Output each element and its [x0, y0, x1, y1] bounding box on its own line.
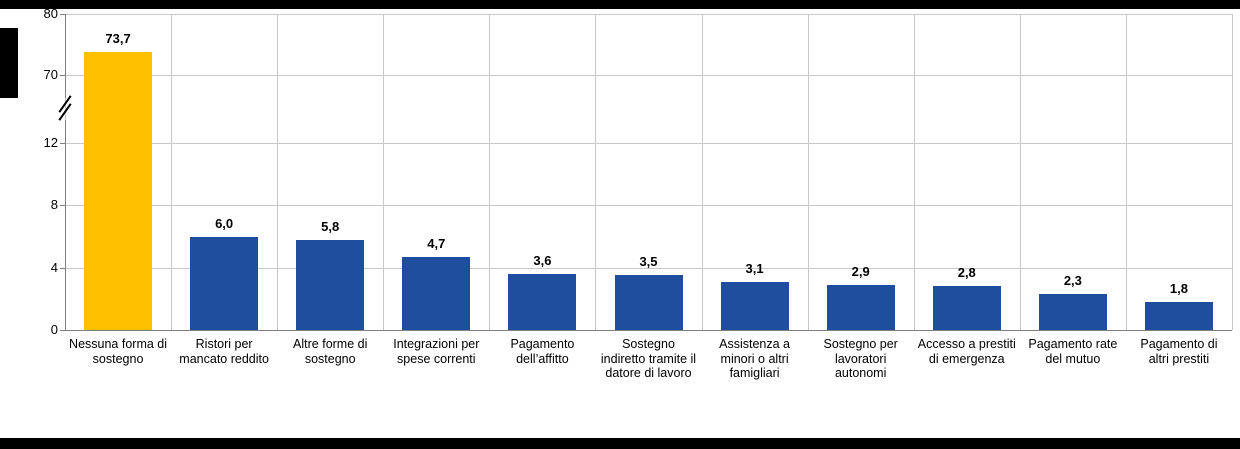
- bar: [932, 286, 1001, 330]
- gridline-horizontal: [65, 75, 1232, 76]
- y-axis-tick: [60, 143, 65, 144]
- gridline-vertical: [489, 14, 490, 330]
- gridline-horizontal: [65, 143, 1232, 144]
- bar-value-label: 2,3: [1063, 273, 1082, 289]
- category-label: Assistenza a minori o altri famigliari: [719, 337, 791, 381]
- category-label: Nessuna forma di sostegno: [69, 337, 168, 366]
- gridline-vertical: [1232, 14, 1233, 330]
- gridline-vertical: [1126, 14, 1127, 330]
- bar-value-label: 2,9: [851, 263, 870, 279]
- y-axis-tick: [60, 330, 65, 331]
- gridline-vertical: [1020, 14, 1021, 330]
- category-label: Ristori per mancato reddito: [179, 337, 269, 366]
- x-axis-labels: Nessuna forma di sostegno Ristori per man…: [65, 337, 1232, 381]
- gridline-vertical: [808, 14, 809, 330]
- y-axis-line-upper: [65, 14, 66, 98]
- category-label: Sostegno per lavoratori autonomi: [823, 337, 898, 381]
- bar-value-label: 3,5: [639, 254, 658, 270]
- gridline-vertical: [277, 14, 278, 330]
- category-label: Pagamento rate del mutuo: [1028, 337, 1118, 366]
- bar: [84, 52, 153, 330]
- bar: [402, 256, 471, 330]
- bar-value-label: 2,8: [957, 265, 976, 281]
- bar: [508, 273, 577, 330]
- frame-bottom: [0, 438, 1240, 449]
- bar-value-label: 1,8: [1169, 280, 1188, 296]
- bar: [296, 239, 365, 330]
- y-axis-tick: [60, 205, 65, 207]
- y-axis-tick: [60, 14, 65, 15]
- bar-value-label: 3,6: [533, 252, 552, 268]
- bar: [826, 284, 895, 330]
- y-axis-tick: [60, 75, 65, 76]
- y-axis-label: 80: [43, 6, 58, 21]
- bar-value-label: 6,0: [215, 215, 234, 231]
- bar: [1144, 301, 1213, 330]
- category-label: Pagamento dell’affitto: [510, 337, 575, 366]
- gridline-vertical: [383, 14, 384, 330]
- y-axis-label: 12: [43, 135, 58, 150]
- category-label: Sostegno indiretto tramite il datore di …: [600, 337, 697, 381]
- gridline-vertical: [914, 14, 915, 330]
- gridline-vertical: [595, 14, 596, 330]
- frame-left-patch: [0, 28, 18, 98]
- bar-value-label: 73,7: [105, 31, 131, 47]
- bar-value-label: 4,7: [427, 235, 446, 251]
- category-label: Pagamento di altri prestiti: [1140, 337, 1218, 366]
- bar: [1038, 294, 1107, 330]
- y-axis-label: 4: [50, 259, 58, 275]
- y-axis-line-lower: [65, 120, 66, 330]
- bar: [190, 236, 259, 330]
- bar-value-label: 5,8: [321, 218, 340, 234]
- y-axis-label: 70: [43, 67, 58, 82]
- gridline-horizontal: [65, 14, 1232, 15]
- category-label: Altre forme di sostegno: [293, 337, 368, 366]
- y-axis-tick: [60, 267, 65, 269]
- gridline-vertical: [702, 14, 703, 330]
- gridline-horizontal: [65, 267, 1232, 269]
- bar: [614, 275, 683, 330]
- bar: [720, 281, 789, 330]
- gridline-vertical: [171, 14, 172, 330]
- category-label: Integrazioni per spese correnti: [393, 337, 480, 366]
- gridline-horizontal: [65, 330, 1232, 331]
- frame-top: [0, 0, 1240, 9]
- plot-area: 73,7 6,0 5,8 4,7 3,6 3,5 3,1 2,9 2,8 2,3 1,8: [58, 14, 1233, 331]
- category-label: Accesso a prestiti di emergenza: [917, 337, 1016, 366]
- bar-value-label: 3,1: [745, 260, 764, 276]
- y-axis-label: 0: [50, 322, 58, 337]
- gridline-horizontal: [65, 205, 1232, 207]
- y-axis-label: 8: [50, 197, 58, 213]
